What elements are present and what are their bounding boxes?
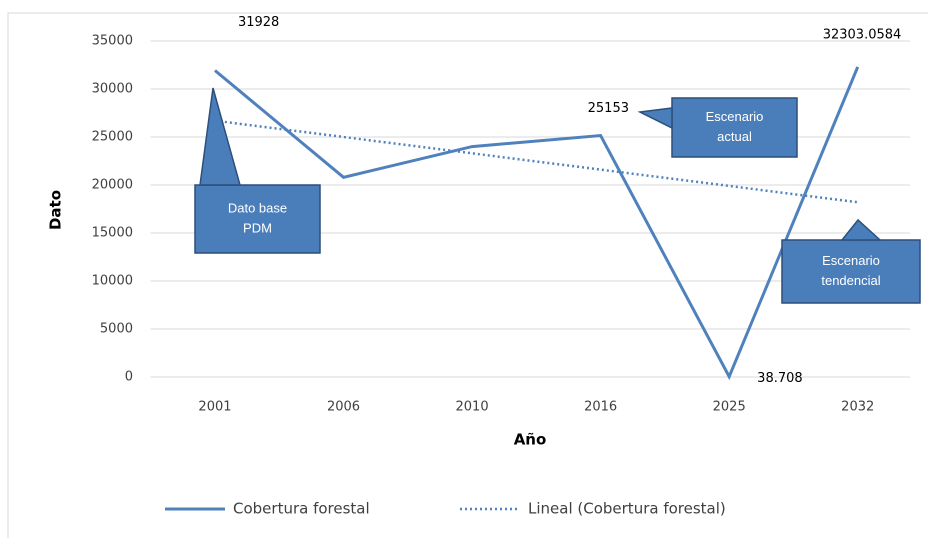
- y-tick-label: 35000: [92, 34, 133, 49]
- x-tick-label: 2016: [584, 400, 617, 415]
- line: [214, 66, 860, 381]
- callout-pointer: [637, 107, 673, 130]
- callout-cover: [673, 99, 796, 156]
- data-label: 32303.0584: [823, 27, 902, 42]
- y-tick-label: 0: [125, 370, 133, 385]
- callout-text: Escenario: [706, 109, 764, 124]
- x-tick-label: 2006: [327, 400, 360, 415]
- y-tick-label: 5000: [100, 322, 133, 337]
- y-tick-label: 10000: [92, 274, 133, 289]
- callout-pointer: [840, 218, 882, 241]
- y-axis-title: Dato: [47, 190, 65, 230]
- legend-label: Lineal (Cobertura forestal): [528, 500, 726, 518]
- callout-cover: [783, 241, 919, 302]
- y-tick-label: 15000: [92, 226, 133, 241]
- x-axis-title: Año: [514, 431, 547, 449]
- callout-text: Escenario: [822, 253, 880, 268]
- callout-text: tendencial: [821, 273, 880, 288]
- callout-cover: [196, 186, 319, 252]
- x-tick-label: 2010: [456, 400, 489, 415]
- callout: Dato base PDM: [194, 87, 321, 254]
- x-tick-label: 2032: [841, 400, 874, 415]
- x-tick-label: 2025: [713, 400, 746, 415]
- x-tick-label: 2001: [198, 400, 231, 415]
- callout-pointer: [199, 87, 241, 186]
- y-tick-label: 25000: [92, 130, 133, 145]
- chart-border: [7, 12, 928, 538]
- callout: Escenario actual: [637, 97, 798, 158]
- callout-text: PDM: [243, 220, 272, 235]
- data-label: 38.708: [757, 371, 803, 386]
- callout-text: Dato base: [228, 200, 287, 215]
- callout-text: actual: [717, 129, 752, 144]
- y-tick-label: 30000: [92, 82, 133, 97]
- y-tick-label: 20000: [92, 178, 133, 193]
- legend-label: Cobertura forestal: [233, 500, 370, 518]
- data-label: 25153: [588, 101, 629, 116]
- data-label: 31928: [238, 15, 279, 30]
- callout: Escenario tendencial: [781, 218, 921, 304]
